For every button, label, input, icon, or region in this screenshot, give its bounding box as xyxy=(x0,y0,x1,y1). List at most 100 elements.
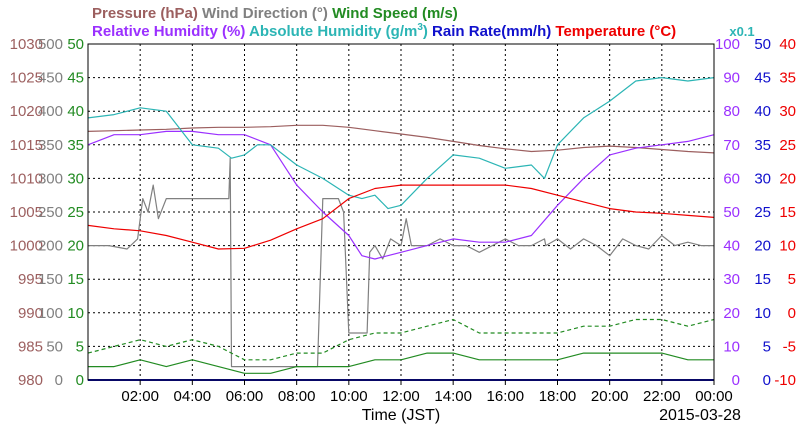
y-tick-label: 40 xyxy=(779,36,796,53)
y-tick-label: 5 xyxy=(788,271,796,288)
y-tick-label: 15 xyxy=(779,204,796,221)
legend-superscript: 3 xyxy=(417,22,423,33)
y-tick-label: 80 xyxy=(723,103,740,120)
y-tick-label: 5 xyxy=(763,338,771,355)
x-tick-label: 14:00 xyxy=(434,388,472,405)
y-tick-label: 10 xyxy=(779,238,796,255)
y-tick-label: -10 xyxy=(774,372,796,389)
y-tick-label: 1000 xyxy=(10,238,43,255)
y-tick-label: 300 xyxy=(38,170,63,187)
y-tick-label: 40 xyxy=(754,103,771,120)
y-tick-label: 5 xyxy=(76,338,84,355)
legend-entry: Pressure (hPa) xyxy=(92,5,198,22)
y-tick-label: 10 xyxy=(67,305,84,322)
grid xyxy=(88,44,714,380)
x-tick-label: 22:00 xyxy=(643,388,681,405)
y-tick-label: 1015 xyxy=(10,137,43,154)
y-tick-label: 50 xyxy=(754,36,771,53)
y-axis-ticks: 1030102510201015101010051000995990985980… xyxy=(10,36,796,389)
y-tick-label: 50 xyxy=(67,36,84,53)
y-tick-label: 500 xyxy=(38,36,63,53)
y-tick-label: 100 xyxy=(715,36,740,53)
y-tick-label: 10 xyxy=(723,338,740,355)
series-line xyxy=(88,157,714,368)
x-tick-label: 18:00 xyxy=(539,388,577,405)
x-tick-label: 00:00 xyxy=(695,388,733,405)
y-tick-label: 100 xyxy=(38,305,63,322)
y-tick-label: 0 xyxy=(76,372,84,389)
y-tick-label: 90 xyxy=(723,70,740,87)
legend-entry: Wind Speed (m/s) xyxy=(328,5,458,22)
y-tick-label: 0 xyxy=(763,372,771,389)
y-tick-label: 1030 xyxy=(10,36,43,53)
series-line xyxy=(88,352,714,374)
x-tick-label: 06:00 xyxy=(226,388,264,405)
y-tick-label: 1010 xyxy=(10,170,43,187)
series-line xyxy=(87,130,715,260)
y-tick-label: 1005 xyxy=(10,204,43,221)
y-tick-label: 35 xyxy=(67,137,84,154)
y-tick-label: 45 xyxy=(754,70,771,87)
y-tick-label: 40 xyxy=(723,238,740,255)
x-tick-label: 08:00 xyxy=(278,388,316,405)
date-label: 2015-03-28 xyxy=(659,407,741,424)
y-tick-label: 50 xyxy=(723,204,740,221)
y-tick-label: 20 xyxy=(67,238,84,255)
y-tick-label: 60 xyxy=(723,170,740,187)
y-tick-label: 400 xyxy=(38,103,63,120)
y-tick-label: 450 xyxy=(38,70,63,87)
y-tick-label: 40 xyxy=(67,103,84,120)
y-tick-label: 1025 xyxy=(10,70,43,87)
x-tick-label: 10:00 xyxy=(330,388,368,405)
series-line xyxy=(87,318,715,361)
legend-row-2: Relative Humidity (%) Absolute Humidity … xyxy=(92,22,676,40)
y-tick-label: 25 xyxy=(67,204,84,221)
y-tick-label: 30 xyxy=(754,170,771,187)
legend-entry: Rain Rate(mm/h) xyxy=(428,23,551,40)
rain-scale-note: x0.1 xyxy=(729,24,754,39)
legend-entry: Wind Direction (°) xyxy=(198,5,328,22)
y-tick-label: 25 xyxy=(779,137,796,154)
y-tick-label: 45 xyxy=(67,70,84,87)
y-tick-label: 0 xyxy=(55,372,63,389)
legend-text: Pressure (hPa) Wind Direction (°) Wind S… xyxy=(92,5,458,22)
y-tick-label: 15 xyxy=(67,271,84,288)
y-tick-label: 985 xyxy=(18,338,43,355)
y-tick-label: 35 xyxy=(754,137,771,154)
y-tick-label: -5 xyxy=(783,338,796,355)
y-tick-label: 10 xyxy=(754,305,771,322)
y-tick-label: 50 xyxy=(46,338,63,355)
legend-text: Relative Humidity (%) Absolute Humidity … xyxy=(92,22,676,40)
y-tick-label: 980 xyxy=(18,372,43,389)
y-tick-label: 990 xyxy=(18,305,43,322)
y-tick-label: 200 xyxy=(38,238,63,255)
y-tick-label: 1020 xyxy=(10,103,43,120)
legend-row-1: Pressure (hPa) Wind Direction (°) Wind S… xyxy=(92,5,458,22)
y-tick-label: 0 xyxy=(732,372,740,389)
y-tick-label: 995 xyxy=(18,271,43,288)
y-tick-label: 250 xyxy=(38,204,63,221)
y-tick-label: 0 xyxy=(788,305,796,322)
y-tick-label: 350 xyxy=(38,137,63,154)
legend-entry: Relative Humidity (%) xyxy=(92,23,245,40)
x-tick-label: 02:00 xyxy=(121,388,159,405)
legend-entry: Temperature (°C) xyxy=(551,23,676,40)
x-tick-label: 20:00 xyxy=(591,388,629,405)
legend-entry-close: ) xyxy=(423,23,428,40)
y-tick-label: 30 xyxy=(723,271,740,288)
y-tick-label: 70 xyxy=(723,137,740,154)
y-tick-label: 30 xyxy=(779,103,796,120)
y-tick-label: 20 xyxy=(723,305,740,322)
x-tick-label: 16:00 xyxy=(487,388,525,405)
y-tick-label: 30 xyxy=(67,170,84,187)
series-line xyxy=(87,76,715,210)
x-axis-ticks: 02:00 04:00 06:00 08:00 10:00 12:00 14:00 16:00… xyxy=(121,380,733,405)
x-tick-label: 12:00 xyxy=(382,388,420,405)
y-tick-label: 25 xyxy=(754,204,771,221)
y-tick-label: 35 xyxy=(779,70,796,87)
y-tick-label: 15 xyxy=(754,271,771,288)
y-tick-label: 20 xyxy=(779,170,796,187)
series-line xyxy=(87,124,715,154)
series-line xyxy=(87,184,715,250)
